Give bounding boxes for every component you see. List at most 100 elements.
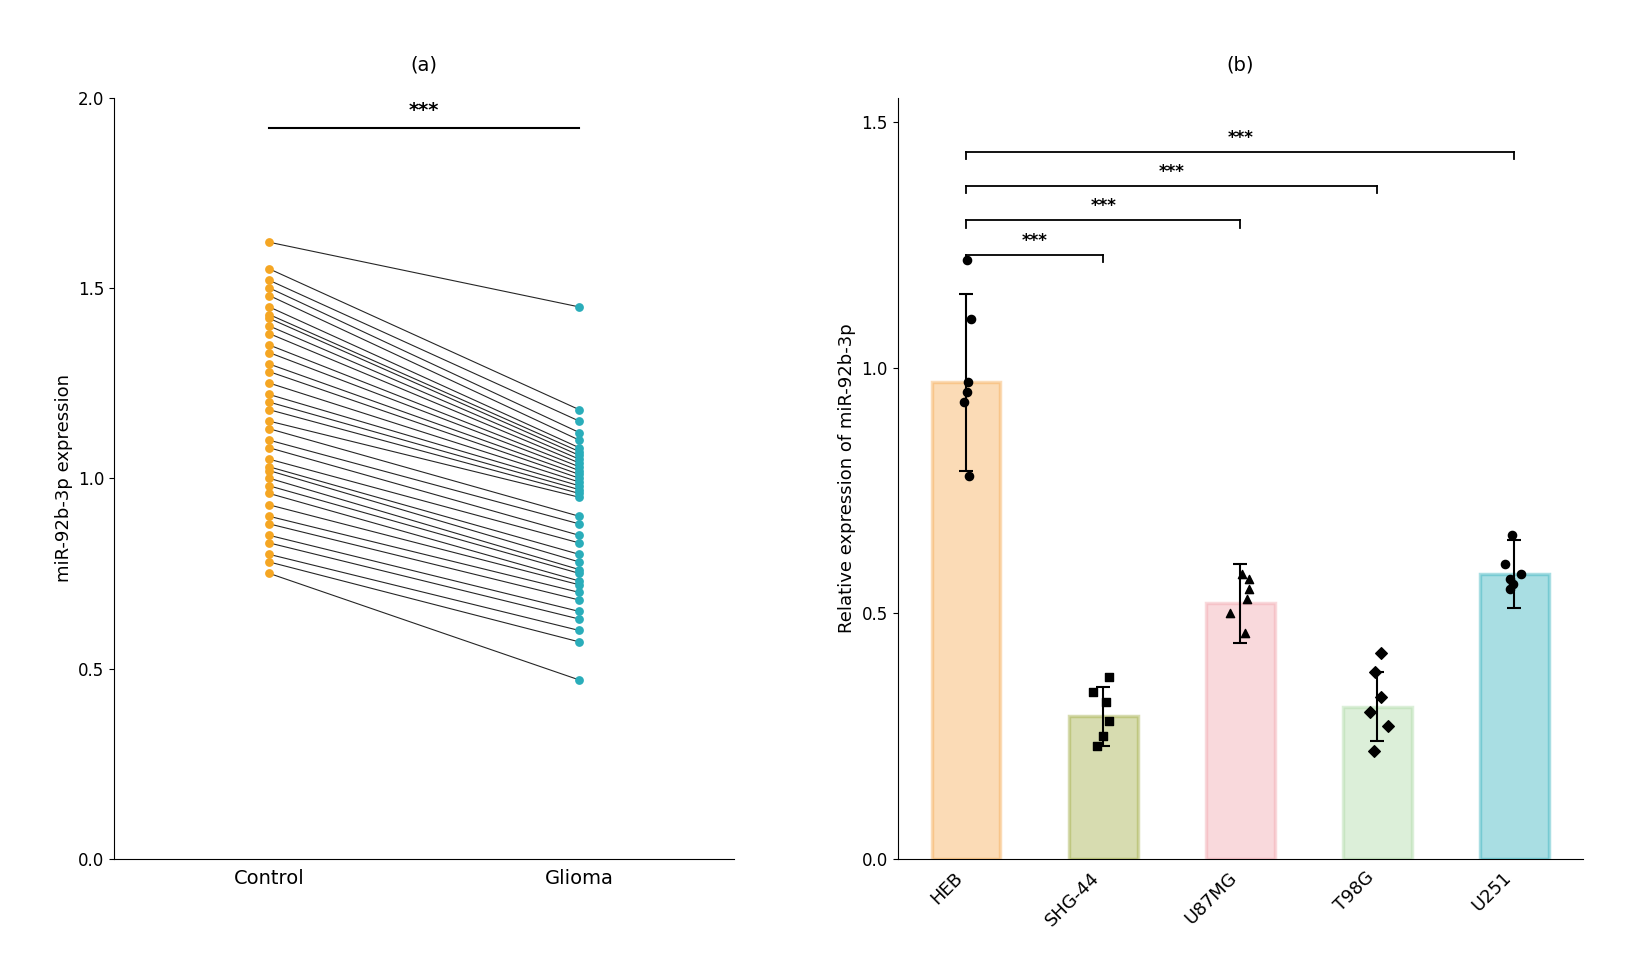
Point: [1356, 704, 1382, 719]
Point: [566, 451, 592, 467]
Point: [1093, 694, 1120, 710]
Point: [256, 272, 282, 288]
Point: [958, 310, 984, 326]
Point: [566, 470, 592, 486]
Bar: [1343, 707, 1412, 859]
Point: [256, 318, 282, 334]
Point: [566, 482, 592, 498]
Point: [256, 356, 282, 372]
Text: ***: ***: [1090, 197, 1116, 216]
Point: [1368, 645, 1394, 661]
Point: [256, 470, 282, 486]
Point: [256, 432, 282, 448]
Point: [256, 337, 282, 352]
Point: [566, 527, 592, 543]
Point: [566, 508, 592, 524]
Point: [1080, 684, 1106, 700]
Point: [566, 444, 592, 460]
Point: [566, 299, 592, 314]
Point: [566, 623, 592, 638]
Point: [566, 516, 592, 532]
Bar: [1069, 716, 1138, 859]
Text: ***: ***: [410, 102, 439, 120]
Point: [566, 535, 592, 550]
Point: [1235, 581, 1262, 596]
Point: [566, 611, 592, 627]
Point: [1229, 566, 1255, 582]
Point: [256, 478, 282, 494]
Point: [256, 288, 282, 304]
Point: [256, 535, 282, 550]
Point: [566, 455, 592, 470]
Point: [1508, 566, 1534, 582]
Text: (b): (b): [1227, 56, 1253, 75]
Point: [256, 402, 282, 418]
Point: [256, 421, 282, 436]
Point: [566, 490, 592, 506]
Point: [951, 394, 978, 410]
Point: [566, 585, 592, 600]
Point: [566, 577, 592, 592]
Point: [955, 375, 981, 390]
Point: [256, 345, 282, 360]
Point: [256, 310, 282, 326]
Point: [256, 459, 282, 474]
Point: [566, 565, 592, 581]
Point: [566, 634, 592, 650]
Point: [256, 508, 282, 524]
Point: [1497, 581, 1523, 596]
Point: [256, 554, 282, 570]
Point: [566, 448, 592, 464]
Point: [566, 463, 592, 478]
Point: [566, 402, 592, 418]
Point: [256, 375, 282, 390]
Point: [1368, 689, 1394, 705]
Point: [566, 467, 592, 482]
Point: [1235, 571, 1262, 587]
Point: [566, 478, 592, 494]
Point: [256, 261, 282, 277]
Point: [256, 440, 282, 456]
Point: [566, 562, 592, 578]
Point: [256, 547, 282, 562]
Y-axis label: miR-92b-3p expression: miR-92b-3p expression: [54, 374, 72, 583]
Text: ***: ***: [1227, 129, 1253, 146]
Point: [256, 565, 282, 581]
Point: [566, 592, 592, 608]
Point: [256, 394, 282, 410]
Point: [256, 306, 282, 322]
Text: ***: ***: [1022, 232, 1048, 250]
Point: [1500, 527, 1526, 543]
Point: [566, 547, 592, 562]
Point: [256, 516, 282, 532]
Point: [566, 474, 592, 490]
Point: [1500, 576, 1526, 591]
Point: [956, 468, 982, 483]
Bar: [1480, 574, 1549, 859]
Y-axis label: Relative expression of miR-92b-3p: Relative expression of miR-92b-3p: [837, 323, 855, 633]
Point: [256, 463, 282, 478]
Point: [256, 364, 282, 380]
Point: [1095, 713, 1121, 729]
Point: [566, 603, 592, 620]
Point: [1232, 626, 1258, 641]
Point: [256, 386, 282, 402]
Point: [256, 451, 282, 467]
Point: [955, 252, 981, 267]
Text: ***: ***: [1159, 163, 1185, 182]
Point: [566, 486, 592, 502]
Point: [566, 432, 592, 448]
Point: [566, 414, 592, 429]
Point: [256, 527, 282, 543]
Point: [566, 573, 592, 589]
Point: [256, 497, 282, 512]
Point: [1361, 665, 1387, 680]
Point: [256, 326, 282, 342]
Point: [1374, 718, 1400, 734]
Point: [566, 554, 592, 570]
Point: [256, 234, 282, 250]
Bar: [1206, 603, 1275, 859]
Point: [1090, 728, 1116, 744]
Text: (a): (a): [411, 56, 437, 75]
Point: [256, 486, 282, 502]
